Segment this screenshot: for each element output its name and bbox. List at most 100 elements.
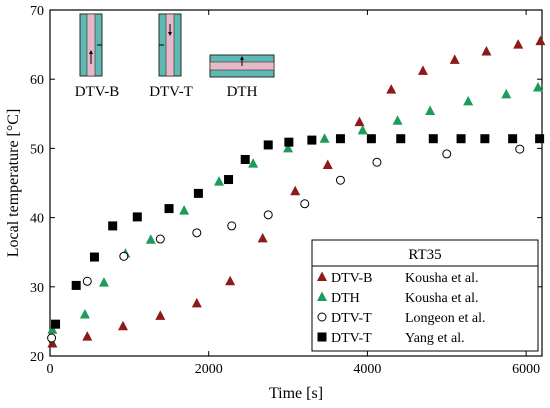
inset-dtv-b-arrowhead (89, 50, 93, 54)
inset-dtv-t-label: DTV-T (149, 84, 193, 100)
point-triangle-1 (319, 133, 330, 143)
point-circle-2 (155, 234, 165, 244)
y-tick-label: 30 (30, 281, 44, 296)
inset-dtv-b-label: DTV-B (75, 84, 119, 100)
point-circle-2 (47, 333, 57, 343)
point-circle-2 (192, 228, 202, 238)
point-circle-2 (227, 221, 237, 231)
point-square-3 (366, 134, 376, 144)
legend-series-source: Longeon et al. (405, 311, 485, 326)
point-square-3 (508, 134, 518, 144)
y-tick-label: 70 (30, 4, 44, 19)
point-triangle-0 (386, 84, 397, 94)
point-circle-2 (263, 210, 273, 220)
point-square-3 (108, 221, 118, 231)
point-triangle-0 (47, 338, 58, 348)
legend-rows: DTV-B Kousha et al. DTH Kousha et al. DTV-T L… (317, 271, 485, 346)
point-triangle-1 (79, 308, 90, 319)
point-circle-2 (442, 149, 452, 159)
point-triangle-1 (283, 142, 294, 153)
point-square-3 (51, 319, 61, 329)
x-tick-label: 2000 (195, 362, 223, 377)
point-square-3 (396, 134, 406, 144)
point-square-3 (428, 134, 438, 144)
point-square-3 (224, 175, 234, 185)
point-square-3 (535, 134, 545, 144)
data-marks (47, 35, 546, 348)
point-triangle-0 (449, 54, 460, 64)
axis-ticks: 0 2000 4000 6000 20 30 40 50 60 70 (30, 4, 542, 377)
inset-dtv-b: DTV-B (75, 13, 119, 100)
legend-marker-1 (317, 291, 327, 301)
point-triangle-0 (225, 275, 236, 286)
point-square-3 (335, 134, 345, 144)
point-square-3 (307, 135, 317, 145)
legend-marker-3 (317, 332, 327, 342)
inset-dtv-t-channel (165, 13, 175, 77)
point-square-3 (263, 140, 273, 150)
point-triangle-1 (145, 234, 156, 244)
point-triangle-0 (417, 65, 428, 75)
inset-dth-arrowhead (240, 56, 244, 60)
x-tick-label: 4000 (353, 362, 381, 377)
legend-series-source: Kousha et al. (405, 291, 478, 306)
point-triangle-0 (118, 320, 129, 331)
point-triangle-1 (214, 176, 225, 186)
point-triangle-0 (191, 297, 202, 308)
point-circle-2 (515, 144, 525, 154)
legend-marker-2 (317, 312, 327, 322)
legend-series-name: DTV-T (331, 331, 372, 346)
point-square-3 (284, 137, 294, 147)
point-triangle-1 (357, 124, 368, 135)
inset-dtv-t-arrowhead (168, 32, 172, 36)
point-triangle-1 (501, 88, 512, 99)
legend-series-name: DTH (331, 291, 360, 306)
point-triangle-0 (257, 232, 268, 243)
y-axis-title: Local temperature [°C] (5, 109, 22, 258)
x-tick-label: 6000 (512, 362, 540, 377)
inset-dtv-t: DTV-T (149, 13, 193, 100)
legend-series-name: DTV-B (331, 271, 373, 286)
point-circle-2 (119, 251, 129, 261)
point-circle-2 (372, 157, 382, 167)
legend-series-source: Yang et al. (405, 331, 465, 346)
legend-marker-0 (317, 271, 327, 281)
y-tick-label: 40 (30, 212, 44, 227)
point-square-3 (456, 134, 466, 144)
point-triangle-1 (47, 324, 58, 334)
point-triangle-1 (248, 158, 259, 168)
inset-dtv-b-channel (86, 13, 96, 77)
legend: RT35 DTV-B Kousha et al.DTH Kousha et al.D… (311, 239, 539, 352)
point-triangle-0 (535, 35, 546, 46)
x-axis-title: Time [s] (269, 385, 323, 402)
point-triangle-1 (179, 205, 190, 215)
y-tick-label: 60 (30, 73, 44, 88)
x-tick-label: 0 (47, 362, 54, 377)
point-triangle-0 (290, 185, 301, 196)
inset-dth-label: DTH (227, 84, 258, 100)
point-square-3 (480, 134, 490, 144)
point-circle-2 (300, 199, 310, 209)
legend-title: RT35 (408, 247, 441, 263)
point-square-3 (193, 188, 203, 198)
point-square-3 (132, 212, 142, 222)
point-square-3 (89, 252, 99, 262)
inset-dth: DTH (209, 54, 275, 100)
point-triangle-0 (155, 310, 166, 320)
legend-series-name: DTV-T (331, 311, 372, 326)
point-square-3 (240, 154, 250, 164)
point-triangle-0 (354, 116, 365, 127)
y-tick-label: 20 (30, 350, 44, 365)
point-square-3 (164, 204, 174, 214)
point-triangle-0 (513, 39, 524, 49)
legend-series-source: Kousha et al. (405, 271, 478, 286)
point-triangle-0 (82, 331, 93, 341)
point-square-3 (71, 280, 81, 290)
point-triangle-0 (481, 46, 492, 56)
y-tick-label: 50 (30, 142, 44, 157)
point-circle-2 (335, 175, 345, 185)
point-triangle-1 (98, 277, 109, 287)
point-triangle-1 (463, 95, 474, 106)
legend-box (311, 239, 539, 352)
